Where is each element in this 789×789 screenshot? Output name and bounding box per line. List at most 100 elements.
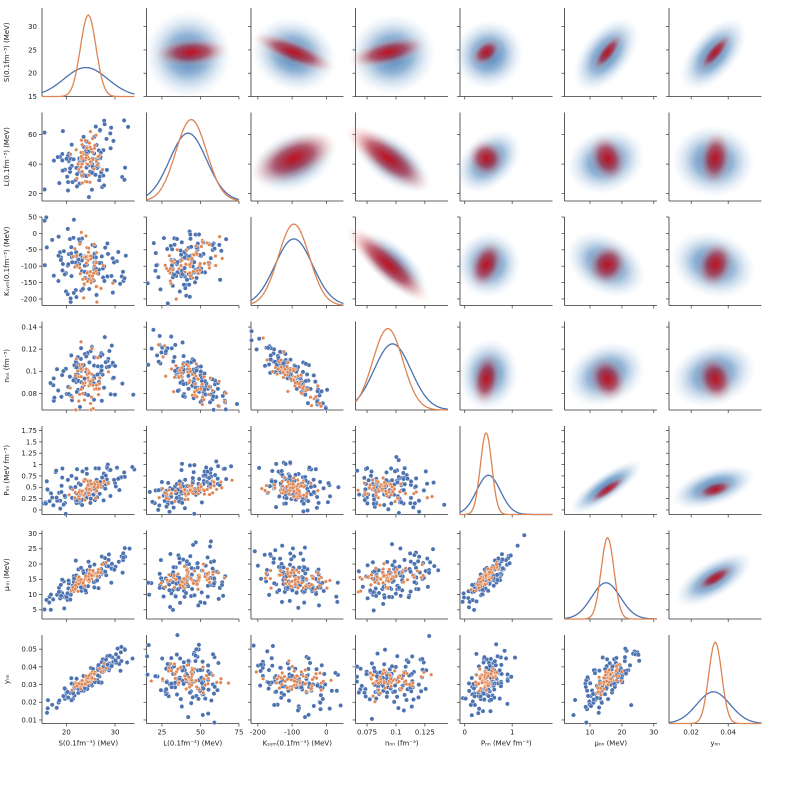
- scatter-point-blue: [416, 498, 422, 504]
- y-tick-label: 1: [33, 461, 37, 469]
- scatter-point-blue: [195, 560, 201, 566]
- scatter-point-blue: [416, 695, 421, 700]
- panel-S-vs-L: [143, 8, 240, 100]
- scatter-point-blue: [62, 685, 67, 691]
- scatter-point-blue: [51, 375, 57, 381]
- scatter-point-blue: [107, 653, 113, 659]
- scatter-point-orange: [177, 482, 182, 487]
- scatter-point-blue: [396, 585, 402, 591]
- scatter-point-blue: [102, 121, 108, 127]
- panel-L-vs-ycc: [666, 112, 762, 204]
- scatter-point-blue: [59, 577, 65, 583]
- scatter-point-orange: [220, 256, 225, 261]
- scatter-point-orange: [105, 481, 110, 486]
- scatter-point-orange: [73, 490, 78, 495]
- scatter-point-orange: [159, 581, 164, 586]
- scatter-point-orange: [93, 496, 98, 501]
- scatter-point-blue: [187, 553, 193, 559]
- scatter-point-orange: [73, 373, 78, 378]
- scatter-point-blue: [269, 655, 275, 661]
- scatter-point-blue: [284, 495, 289, 501]
- scatter-point-orange: [200, 568, 205, 573]
- scatter-point-orange: [85, 162, 90, 167]
- scatter-point-orange: [173, 489, 178, 494]
- scatter-point-orange: [80, 169, 85, 174]
- scatter-point-blue: [401, 708, 407, 713]
- scatter-point-blue: [74, 183, 80, 189]
- scatter-point-blue: [472, 693, 477, 699]
- scatter-point-blue: [208, 539, 214, 544]
- kde-density-red: [587, 242, 628, 287]
- scatter-point-blue: [287, 598, 293, 604]
- scatter-point-blue: [279, 599, 285, 605]
- scatter-point-blue: [168, 681, 174, 686]
- scatter-point-orange: [397, 679, 402, 684]
- scatter-point-blue: [92, 562, 97, 567]
- scatter-point-orange: [83, 477, 88, 482]
- panel-mucc-vs-S: [39, 530, 135, 622]
- scatter-point-blue: [146, 642, 152, 648]
- scatter-point-orange: [421, 573, 426, 578]
- scatter-point-blue: [325, 499, 331, 505]
- scatter-point-blue: [252, 548, 258, 554]
- scatter-point-blue: [498, 683, 504, 689]
- scatter-point-orange: [84, 367, 89, 372]
- panel-ncc-vs-mucc: [561, 321, 657, 413]
- scatter-point-blue: [388, 500, 394, 506]
- scatter-point-blue: [392, 468, 398, 474]
- y-tick-label: -100: [21, 263, 37, 271]
- scatter-point-blue: [71, 217, 77, 223]
- scatter-point-blue: [283, 461, 288, 467]
- scatter-point-orange: [261, 676, 266, 681]
- scatter-point-orange: [92, 482, 97, 487]
- scatter-point-blue: [471, 607, 477, 613]
- scatter-point-blue: [470, 699, 476, 704]
- scatter-point-blue: [266, 686, 271, 691]
- scatter-point-blue: [61, 693, 66, 699]
- scatter-point-blue: [165, 480, 171, 486]
- scatter-point-blue: [294, 590, 299, 596]
- scatter-point-orange: [87, 141, 92, 146]
- scatter-point-blue: [46, 600, 52, 605]
- scatter-point-blue: [404, 697, 409, 703]
- scatter-point-blue: [87, 359, 92, 365]
- scatter-point-blue: [283, 501, 289, 506]
- scatter-point-blue: [402, 692, 407, 698]
- scatter-point-orange: [79, 230, 84, 235]
- scatter-point-orange: [483, 573, 488, 578]
- scatter-point-orange: [324, 586, 329, 591]
- scatter-point-blue: [169, 345, 175, 351]
- scatter-point-blue: [177, 600, 183, 606]
- scatter-point-blue: [108, 467, 113, 473]
- panel-Ksym-vs-Pcc: [455, 216, 553, 309]
- scatter-point-orange: [283, 489, 288, 494]
- scatter-point-blue: [164, 246, 170, 252]
- scatter-point-blue: [71, 156, 77, 162]
- x-tick-label: 0.04: [720, 729, 736, 737]
- scatter-point-orange: [175, 667, 180, 672]
- scatter-point-blue: [118, 644, 124, 650]
- x-axis-label: L(0.1fm⁻³) (MeV): [163, 740, 222, 748]
- scatter-point-orange: [179, 370, 184, 375]
- scatter-point-orange: [94, 488, 99, 493]
- scatter-point-blue: [500, 565, 506, 571]
- y-tick-label: -50: [26, 246, 37, 254]
- scatter-point-blue: [99, 368, 105, 373]
- scatter-point-blue: [418, 688, 424, 694]
- scatter-point-orange: [279, 682, 284, 687]
- scatter-point-blue: [308, 484, 314, 490]
- panel-Ksym-vs-S: [39, 214, 135, 309]
- scatter-point-orange: [76, 589, 81, 594]
- scatter-point-orange: [378, 691, 383, 696]
- scatter-point-orange: [415, 569, 420, 574]
- scatter-point-blue: [59, 483, 64, 489]
- scatter-point-orange: [281, 349, 286, 354]
- kde-density-red: [153, 37, 230, 67]
- scatter-point-orange: [172, 672, 177, 677]
- scatter-point-orange: [291, 368, 296, 373]
- scatter-point-blue: [102, 569, 108, 574]
- scatter-point-orange: [182, 487, 187, 492]
- scatter-point-orange: [387, 567, 392, 572]
- scatter-point-orange: [80, 142, 85, 147]
- scatter-point-orange: [484, 688, 489, 693]
